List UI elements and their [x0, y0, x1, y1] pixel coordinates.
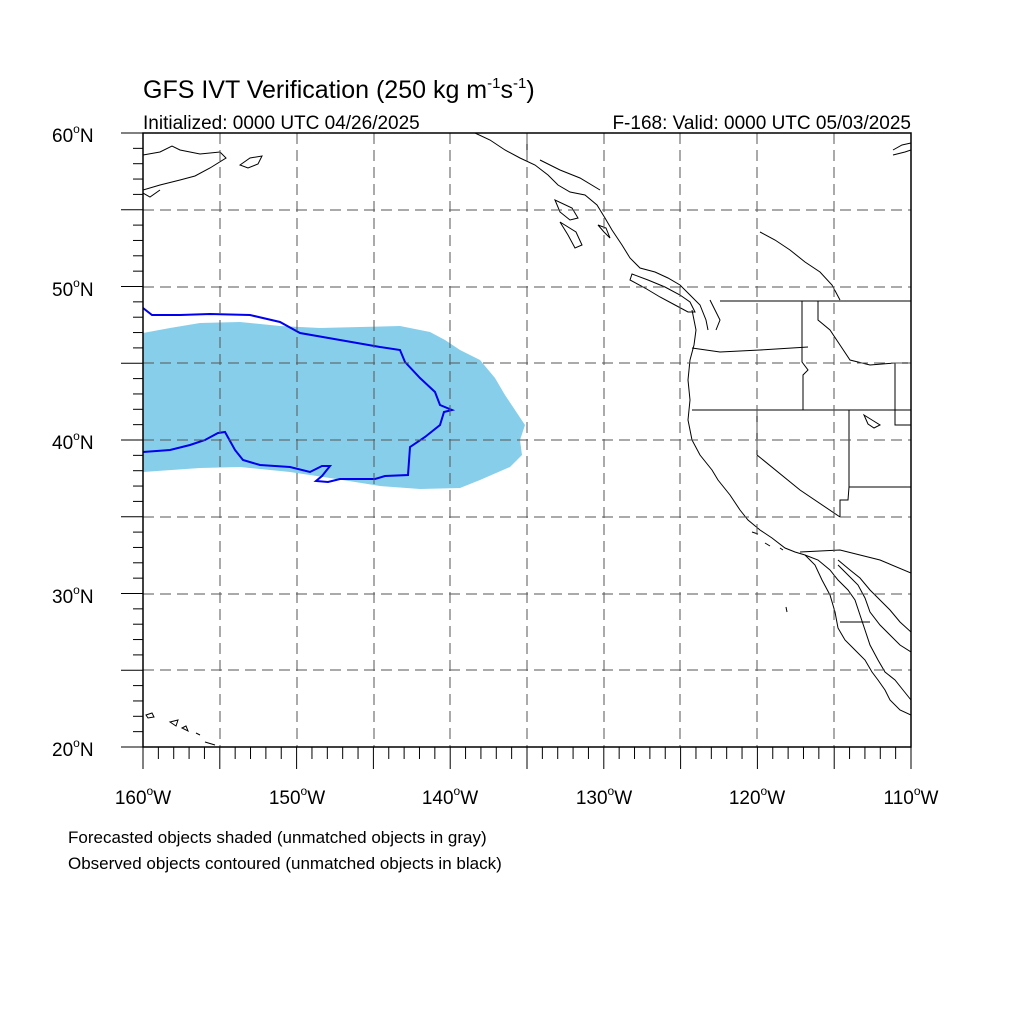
init-time-label: Initialized: 0000 UTC 04/26/2025 [143, 113, 420, 134]
legend-observed-text: Observed objects contoured (unmatched ob… [68, 854, 502, 873]
lon-label-150: 150oW [269, 784, 325, 809]
lat-label-40: 40oN [52, 429, 94, 454]
latitude-labels: 60oN 50oN 40oN 30oN 20oN [52, 122, 94, 761]
lon-label-130: 130oW [576, 784, 632, 809]
lon-label-160: 160oW [115, 784, 171, 809]
lat-label-30: 30oN [52, 583, 94, 608]
axis-ticks [121, 132, 912, 769]
lat-label-60: 60oN [52, 122, 94, 147]
longitude-labels: 160oW 150oW 140oW 130oW 120oW 110oW [115, 784, 939, 809]
valid-time-label: F-168: Valid: 0000 UTC 05/03/2025 [612, 113, 911, 134]
lon-label-140: 140oW [422, 784, 478, 809]
lat-label-50: 50oN [52, 276, 94, 301]
graticule [143, 133, 911, 747]
lon-label-110: 110oW [884, 784, 939, 809]
observed-ivt-contour [143, 307, 456, 484]
figure-title: GFS IVT Verification (250 kg m-1s-1) [143, 75, 535, 104]
forecast-ivt-object [143, 322, 525, 489]
lat-label-20: 20oN [52, 736, 94, 761]
lon-label-120: 120oW [729, 784, 785, 809]
legend-forecast-text: Forecasted objects shaded (unmatched obj… [68, 828, 487, 847]
